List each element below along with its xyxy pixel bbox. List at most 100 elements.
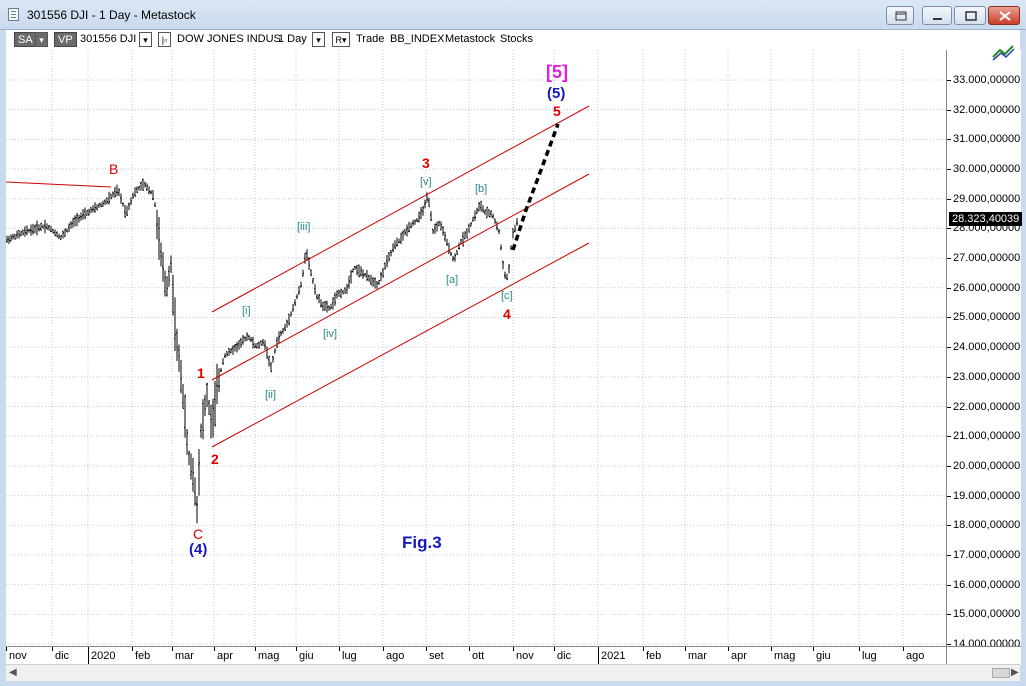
- ohlc-bar: [58, 233, 60, 239]
- ohlc-bar: [314, 284, 316, 295]
- line-chart-icon[interactable]: [991, 41, 1019, 63]
- wave-label-ii: [ii]: [265, 389, 276, 401]
- ohlc-bar: [412, 220, 414, 227]
- price-label: 16.000,00000: [953, 578, 1021, 591]
- ohlc-bar: [144, 181, 146, 188]
- ohlc-bar: [448, 242, 450, 254]
- ohlc-bar: [346, 283, 348, 294]
- ohlc-bar: [318, 293, 320, 304]
- ohlc-bar: [226, 351, 228, 357]
- sa-dropdown-icon[interactable]: ▾: [35, 32, 48, 47]
- restore-chart-button[interactable]: [886, 6, 914, 25]
- window-title: 301556 DJI - 1 Day - Metastock: [27, 8, 196, 22]
- date-label: mar: [175, 650, 194, 662]
- price-chart[interactable]: B C (4) 1 2 3 4 5 (5) [5] [i] [ii] [iii]…: [6, 50, 946, 646]
- sa-button[interactable]: SA: [14, 32, 37, 47]
- ohlc-bar: [424, 199, 426, 209]
- period-dropdown-icon[interactable]: ▾: [312, 32, 325, 47]
- ohlc-bar: [292, 303, 294, 312]
- ohlc-bar: [272, 355, 274, 363]
- ohlc-bar: [372, 276, 374, 287]
- ohlc-bar: [40, 222, 42, 231]
- vp-button[interactable]: VP: [54, 32, 77, 47]
- security-name: DOW JONES INDUS: [177, 33, 281, 45]
- date-tick: [813, 647, 814, 651]
- wave-label-b: B: [109, 161, 119, 177]
- ohlc-bar: [202, 399, 204, 440]
- ohlc-bar: [456, 250, 458, 255]
- ohlc-bar: [84, 207, 86, 220]
- price-label: 33.000,00000: [953, 74, 1021, 86]
- chart-canvas[interactable]: [6, 50, 946, 646]
- price-tick: [947, 198, 951, 200]
- ohlc-bar: [42, 224, 44, 229]
- ohlc-bar: [148, 186, 150, 195]
- ohlc-bar: [326, 300, 328, 313]
- ohlc-bar: [256, 343, 258, 349]
- period-label: 1 Day: [278, 33, 307, 45]
- ohlc-bar: [168, 265, 170, 287]
- horizontal-scrollbar[interactable]: ◀ ▶: [6, 664, 1020, 681]
- date-tick: [685, 647, 686, 651]
- ohlc-bar: [52, 228, 54, 234]
- ohlc-bar: [200, 423, 202, 438]
- ohlc-bar: [130, 197, 132, 205]
- ohlc-bar: [122, 202, 124, 207]
- ohlc-bar: [60, 234, 62, 241]
- ohlc-bar: [174, 297, 176, 351]
- ohlc-bar: [398, 238, 400, 244]
- ohlc-bar: [94, 202, 96, 213]
- ohlc-bar: [392, 243, 394, 253]
- ohlc-bar: [414, 219, 416, 225]
- price-tick: [947, 169, 951, 171]
- ohlc-bar: [208, 400, 210, 416]
- ohlc-bar: [206, 382, 208, 408]
- maximize-icon: [965, 11, 977, 21]
- symbol-dropdown-icon[interactable]: ▾: [139, 32, 152, 47]
- scroll-right-icon[interactable]: ▶: [1011, 667, 1019, 678]
- r-button[interactable]: R▾: [332, 32, 350, 47]
- wave-label-5: 5: [553, 103, 561, 119]
- date-label: ago: [906, 650, 925, 662]
- date-label: 2021: [601, 650, 626, 662]
- ohlc-bar: [112, 191, 114, 198]
- ohlc-bar: [516, 218, 518, 226]
- ohlc-bar: [170, 255, 172, 273]
- ohlc-bar: [100, 202, 102, 208]
- ohlc-bar: [322, 301, 324, 312]
- scroll-thumb[interactable]: [992, 668, 1010, 678]
- ohlc-bar: [328, 305, 330, 311]
- maximize-button[interactable]: [954, 6, 986, 25]
- ohlc-bar: [220, 367, 222, 373]
- price-axis[interactable]: 28.323,40039 33.000,00000 32.000,00000 31.…: [946, 45, 1023, 650]
- security-icon[interactable]: |▫: [158, 32, 171, 47]
- minimize-button[interactable]: [922, 6, 952, 25]
- ohlc-bar: [360, 266, 362, 277]
- ohlc-bar: [320, 299, 322, 308]
- document-icon: [8, 8, 19, 21]
- ohlc-bar: [194, 477, 196, 506]
- ohlc-bar: [36, 220, 38, 236]
- ohlc-bar: [182, 384, 184, 409]
- close-button[interactable]: [988, 6, 1020, 25]
- ohlc-bar: [166, 276, 168, 297]
- ohlc-bar: [98, 203, 100, 208]
- ohlc-bar: [290, 311, 292, 317]
- ohlc-bar: [472, 216, 474, 222]
- title-bar[interactable]: 301556 DJI - 1 Day - Metastock: [0, 0, 1026, 30]
- date-axis[interactable]: nov dic 2020 feb mar apr mag giu lug ago set ott nov…: [6, 646, 946, 665]
- date-tick: [339, 647, 340, 651]
- ohlc-bar: [134, 187, 136, 197]
- date-label: giu: [816, 650, 831, 662]
- ohlc-bar: [160, 242, 162, 267]
- ohlc-bar: [70, 221, 72, 229]
- ohlc-bar: [264, 340, 266, 350]
- price-tick: [947, 109, 951, 111]
- ohlc-bar: [154, 202, 156, 207]
- chart-window-icon: [895, 11, 907, 21]
- ohlc-bar: [464, 231, 466, 240]
- scroll-left-icon[interactable]: ◀: [9, 667, 17, 678]
- date-label: dic: [557, 650, 572, 662]
- ohlc-bar: [258, 341, 260, 349]
- ohlc-bar: [26, 225, 28, 236]
